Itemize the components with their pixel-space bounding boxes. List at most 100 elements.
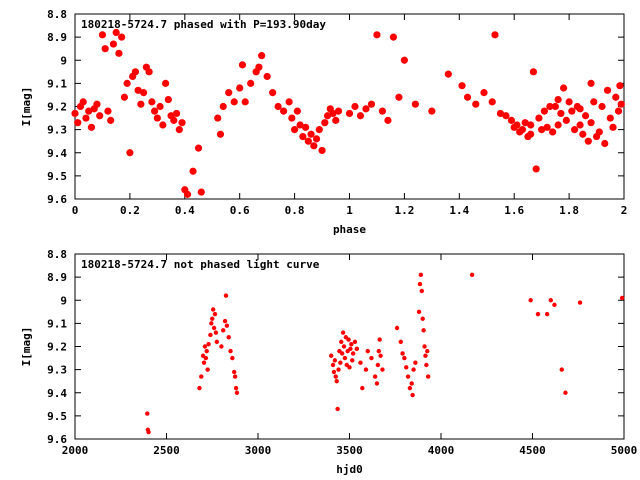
chart1-data-point (232, 370, 236, 374)
chart1-data-point (528, 298, 532, 302)
chart1-data-point (145, 411, 149, 415)
chart1-data-point (331, 363, 335, 367)
chart0-data-point (310, 142, 317, 149)
chart1-data-point (404, 365, 408, 369)
chart0-data-point (555, 121, 562, 128)
chart0-data-point (563, 117, 570, 124)
chart0-data-points (71, 29, 624, 198)
chart0-xtick-label: 1 (346, 204, 353, 217)
chart0-data-point (412, 101, 419, 108)
chart0-xtick-label: 0.8 (285, 204, 305, 217)
chart0-data-point (165, 96, 172, 103)
chart1-data-point (348, 347, 352, 351)
chart0-data-point (231, 98, 238, 105)
chart0-data-point (313, 135, 320, 142)
chart0-data-point (176, 126, 183, 133)
chart1-data-point (224, 293, 228, 297)
chart0-data-point (102, 45, 109, 52)
chart0-data-point (154, 114, 161, 121)
chart1-xtick-label: 3500 (336, 444, 363, 457)
chart0-data-point (236, 84, 243, 91)
chart0-data-point (555, 96, 562, 103)
chart0-data-point (264, 73, 271, 80)
chart1-data-point (355, 347, 359, 351)
chart0-xtick-label: 0 (72, 204, 79, 217)
chart1-plot-frame (75, 254, 624, 439)
chart0-xtick-label: 1.8 (559, 204, 579, 217)
chart1-data-point (549, 298, 553, 302)
chart0-data-point (242, 98, 249, 105)
chart0-data-point (170, 117, 177, 124)
chart0-data-point (513, 121, 520, 128)
chart1-data-point (563, 391, 567, 395)
chart0-xtick-label: 0.6 (230, 204, 250, 217)
chart0-data-point (552, 103, 559, 110)
chart0-xtick-label: 1.6 (504, 204, 524, 217)
chart0-ytick-label: 9.6 (47, 193, 67, 206)
chart1-ytick-label: 9.2 (47, 341, 67, 354)
chart1-data-point (423, 354, 427, 358)
chart1-data-point (332, 370, 336, 374)
chart0-data-point (601, 140, 608, 147)
chart0-xtick-label: 1.4 (449, 204, 469, 217)
chart1-xtick-label: 4500 (519, 444, 546, 457)
chart0-data-point (255, 64, 262, 71)
chart1-data-point (230, 356, 234, 360)
chart0-data-point (458, 82, 465, 89)
chart0-data-point (198, 188, 205, 195)
chart0-ytick-label: 8.9 (47, 31, 67, 44)
chart0-ytick-label: 9.5 (47, 170, 67, 183)
chart1-data-point (422, 344, 426, 348)
chart0-data-point (502, 112, 509, 119)
chart1-data-point (213, 312, 217, 316)
chart0-panel: 0 0.2 0.4 0.6 0.8 1 1.2 1.4 1.6 1.8 2 8.8 8.9 9 9.1 9.2… (20, 8, 627, 236)
chart0-data-point (132, 68, 139, 75)
chart0-ytick-label: 9 (60, 54, 67, 67)
chart1-data-point (424, 363, 428, 367)
chart1-ytick-label: 8.9 (47, 271, 67, 284)
chart1-data-point (410, 381, 414, 385)
chart1-data-point (395, 326, 399, 330)
chart1-data-point (205, 367, 209, 371)
chart1-data-point (369, 356, 373, 360)
chart1-data-point (620, 296, 624, 300)
chart0-data-point (598, 103, 605, 110)
chart1-data-point (552, 303, 556, 307)
chart1-data-point (343, 356, 347, 360)
chart1-data-point (212, 326, 216, 330)
chart0-data-point (368, 101, 375, 108)
chart0-data-point (480, 89, 487, 96)
chart1-data-point (351, 351, 355, 355)
chart1-data-point (221, 328, 225, 332)
chart1-data-point (225, 323, 229, 327)
chart1-data-point (408, 386, 412, 390)
chart0-data-point (115, 50, 122, 57)
chart0-data-point (195, 145, 202, 152)
chart0-data-point (612, 94, 619, 101)
chart0-data-point (93, 101, 100, 108)
chart0-data-point (596, 128, 603, 135)
chart1-ytick-label: 9.5 (47, 410, 67, 423)
chart0-data-point (318, 147, 325, 154)
chart1-data-point (146, 430, 150, 434)
chart0-data-point (258, 52, 265, 59)
chart0-data-point (590, 98, 597, 105)
chart0-data-point (401, 57, 408, 64)
chart1-data-point (219, 344, 223, 348)
chart1-data-point (341, 330, 345, 334)
chart0-data-point (568, 108, 575, 115)
chart1-data-point (413, 360, 417, 364)
chart0-data-point (305, 138, 312, 145)
chart1-ytick-label: 9.3 (47, 364, 67, 377)
chart1-data-point (234, 386, 238, 390)
chart1-data-point (375, 381, 379, 385)
chart1-data-point (545, 312, 549, 316)
chart0-data-point (291, 126, 298, 133)
chart0-data-point (71, 110, 78, 117)
chart1-data-point (536, 312, 540, 316)
chart1-data-point (364, 367, 368, 371)
chart1-data-point (210, 317, 214, 321)
chart0-data-point (560, 84, 567, 91)
chart0-data-point (607, 114, 614, 121)
chart1-data-point (339, 340, 343, 344)
